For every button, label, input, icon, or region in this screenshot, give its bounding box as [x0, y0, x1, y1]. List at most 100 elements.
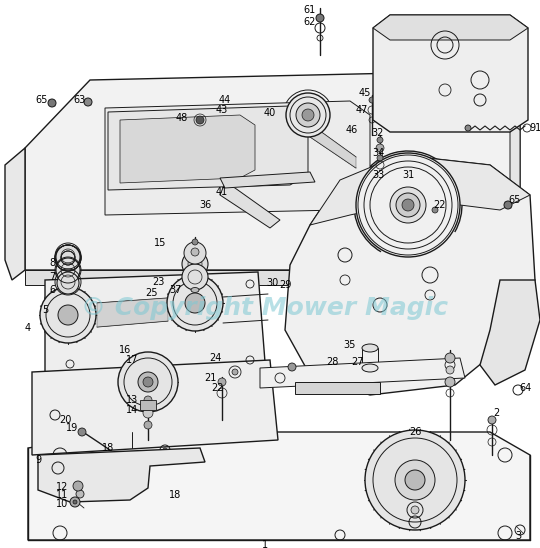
Circle shape — [402, 199, 414, 211]
Text: 37: 37 — [169, 285, 181, 295]
Circle shape — [185, 293, 205, 313]
Circle shape — [182, 264, 208, 290]
Text: 62: 62 — [304, 17, 316, 27]
Text: 16: 16 — [119, 345, 131, 355]
Text: 35: 35 — [344, 340, 356, 350]
Circle shape — [356, 153, 460, 257]
Polygon shape — [373, 15, 528, 132]
Circle shape — [163, 448, 167, 452]
Circle shape — [118, 352, 178, 412]
Circle shape — [167, 275, 223, 331]
Text: 21: 21 — [204, 373, 216, 383]
Polygon shape — [45, 272, 265, 372]
Ellipse shape — [362, 344, 378, 352]
Polygon shape — [38, 448, 205, 502]
Circle shape — [143, 377, 153, 387]
Circle shape — [218, 378, 226, 386]
Polygon shape — [220, 172, 315, 188]
Text: 61: 61 — [304, 5, 316, 15]
Circle shape — [488, 416, 496, 424]
Polygon shape — [480, 280, 540, 385]
Polygon shape — [25, 270, 455, 285]
Circle shape — [182, 251, 208, 277]
Text: 30: 30 — [266, 278, 278, 288]
Text: 24: 24 — [209, 353, 221, 363]
Polygon shape — [32, 360, 278, 455]
Circle shape — [288, 363, 296, 371]
Text: 9: 9 — [35, 455, 41, 465]
Text: 2: 2 — [493, 408, 499, 418]
Text: 31: 31 — [402, 170, 414, 180]
Ellipse shape — [362, 364, 378, 372]
Circle shape — [302, 109, 314, 121]
Text: 6: 6 — [49, 285, 55, 295]
Circle shape — [232, 369, 238, 375]
Circle shape — [286, 93, 330, 137]
Text: 65: 65 — [36, 95, 48, 105]
Circle shape — [504, 201, 512, 209]
Text: 40: 40 — [264, 108, 276, 118]
Text: 23: 23 — [152, 277, 164, 287]
Text: 29: 29 — [279, 280, 291, 290]
Text: 5: 5 — [42, 305, 48, 315]
Text: 32: 32 — [372, 128, 384, 138]
Circle shape — [365, 430, 465, 530]
Text: 4: 4 — [25, 323, 31, 333]
Text: 91: 91 — [529, 123, 540, 133]
Circle shape — [296, 103, 320, 127]
Polygon shape — [105, 101, 370, 215]
Circle shape — [57, 272, 79, 294]
Circle shape — [445, 377, 455, 387]
Text: 14: 14 — [126, 405, 138, 415]
Text: 26: 26 — [409, 427, 421, 437]
Text: 48: 48 — [176, 113, 188, 123]
Circle shape — [138, 372, 158, 392]
Circle shape — [465, 125, 471, 131]
Text: 63: 63 — [74, 95, 86, 105]
Circle shape — [144, 396, 152, 404]
Text: 1: 1 — [262, 540, 268, 548]
Circle shape — [396, 193, 420, 217]
Polygon shape — [310, 155, 530, 225]
Text: 7: 7 — [49, 272, 55, 282]
Circle shape — [58, 305, 78, 325]
Polygon shape — [140, 400, 156, 410]
Polygon shape — [260, 358, 465, 388]
Text: 64: 64 — [519, 383, 531, 393]
Text: 65: 65 — [509, 195, 521, 205]
Circle shape — [84, 98, 92, 106]
Circle shape — [184, 242, 206, 264]
Text: 3: 3 — [515, 531, 521, 541]
Text: 47: 47 — [356, 105, 368, 115]
Text: 20: 20 — [59, 415, 71, 425]
Circle shape — [432, 207, 438, 213]
Text: 22: 22 — [434, 200, 446, 210]
Polygon shape — [373, 15, 528, 40]
Polygon shape — [5, 148, 25, 280]
Circle shape — [316, 14, 324, 22]
Polygon shape — [285, 155, 535, 395]
Text: 44: 44 — [219, 95, 231, 105]
Circle shape — [377, 137, 383, 143]
Text: 28: 28 — [326, 357, 338, 367]
Text: 34: 34 — [372, 148, 384, 158]
Text: 19: 19 — [66, 423, 78, 433]
Polygon shape — [25, 73, 520, 270]
Circle shape — [395, 460, 435, 500]
Polygon shape — [120, 115, 255, 183]
Circle shape — [445, 353, 455, 363]
Text: 22: 22 — [212, 383, 224, 393]
Text: 27: 27 — [351, 357, 363, 367]
Text: 45: 45 — [359, 88, 371, 98]
Circle shape — [192, 239, 198, 245]
Circle shape — [73, 500, 77, 504]
Circle shape — [78, 428, 86, 436]
Circle shape — [70, 497, 80, 507]
Text: 46: 46 — [346, 125, 358, 135]
Text: 11: 11 — [56, 490, 68, 500]
Circle shape — [191, 248, 199, 256]
Text: 18: 18 — [102, 443, 114, 453]
Text: 36: 36 — [199, 200, 211, 210]
Circle shape — [56, 258, 80, 282]
Circle shape — [377, 155, 383, 161]
